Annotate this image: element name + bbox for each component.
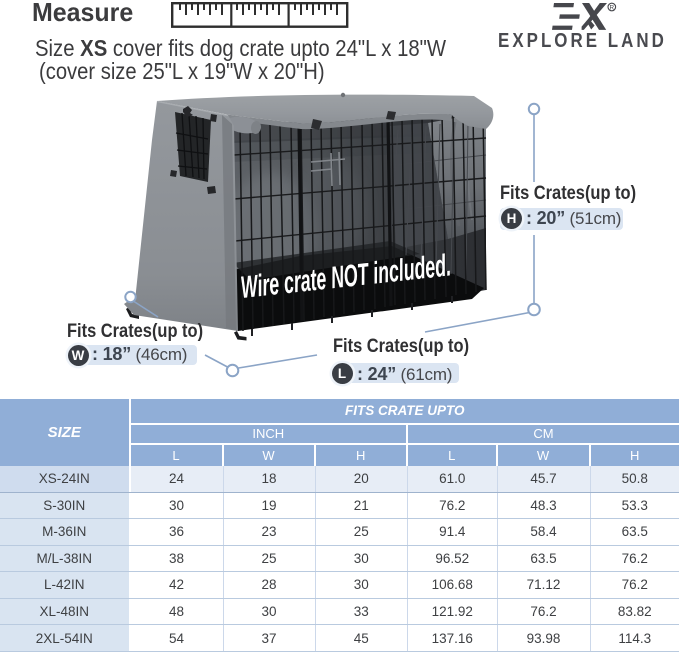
svg-text:R: R	[610, 4, 615, 11]
